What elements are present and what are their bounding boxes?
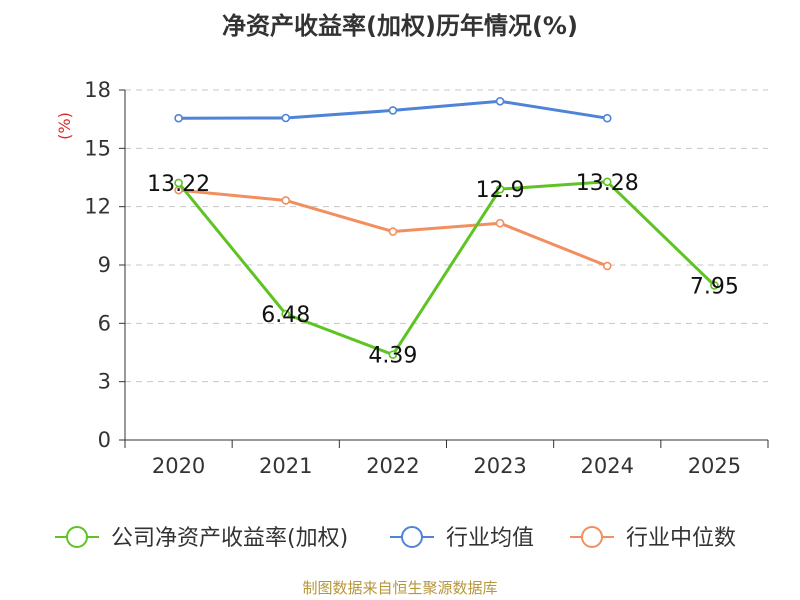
x-tick-label: 2025 [688, 454, 741, 478]
legend-item: 行业中位数 [570, 526, 736, 551]
data-point [495, 218, 505, 228]
data-point [174, 178, 183, 188]
data-point [602, 113, 612, 123]
x-tick-labels: 2020 2021 2022 2023 2024 2025 [152, 454, 741, 478]
legend-label: 行业均值 [446, 526, 534, 551]
data-label: 7.95 [690, 274, 739, 299]
legend-item: 行业均值 [390, 526, 534, 551]
data-label: 6.48 [261, 303, 310, 328]
data-point [710, 281, 719, 290]
y-tick-label: 6 [98, 311, 111, 335]
data-point [602, 177, 612, 187]
data-point [388, 106, 398, 115]
legend-item: 公司净资产收益率(加权) [55, 526, 348, 551]
data-label: 13.22 [147, 172, 210, 197]
x-tick-label: 2023 [473, 454, 526, 478]
data-label: 12.9 [476, 178, 525, 203]
y-tick-label: 12 [84, 195, 111, 219]
chart-title: 净资产收益率(加权)历年情况(%) [222, 12, 578, 40]
data-point [281, 196, 291, 205]
data-point [388, 350, 398, 359]
y-tick-label: 15 [84, 136, 111, 160]
y-tick-label: 18 [84, 78, 111, 102]
data-point [495, 184, 505, 194]
legend-marker [401, 526, 423, 548]
data-point [495, 96, 505, 106]
data-labels: 13.22 6.48 4.39 12.9 13.28 7.95 [147, 171, 739, 369]
axes [119, 89, 769, 448]
data-point [281, 309, 291, 319]
y-tick-label: 0 [98, 428, 111, 452]
series-layer [174, 96, 719, 359]
legend: 公司净资产收益率(加权) 行业均值 行业中位数 [55, 526, 736, 551]
x-tick-label: 2024 [581, 454, 634, 478]
legend-label: 行业中位数 [626, 526, 736, 551]
y-axis-label: (%) [55, 112, 74, 140]
data-label: 4.39 [368, 344, 417, 369]
data-point [281, 113, 291, 123]
data-label: 13.28 [576, 171, 639, 196]
y-tick-labels: 0 3 6 9 12 15 18 [84, 78, 111, 452]
data-point [602, 261, 612, 271]
x-tick-label: 2021 [259, 454, 312, 478]
y-tick-label: 3 [98, 370, 111, 394]
source-footer: 制图数据来自恒生聚源数据库 [302, 579, 498, 597]
series-line [177, 180, 716, 357]
legend-label: 公司净资产收益率(加权) [111, 526, 348, 551]
data-point [388, 227, 398, 236]
data-point [174, 113, 183, 123]
x-tick-label: 2020 [152, 454, 205, 478]
y-tick-label: 9 [98, 253, 111, 277]
x-tick-label: 2022 [366, 454, 419, 478]
legend-marker [581, 526, 603, 548]
gridlines [125, 89, 768, 383]
legend-marker [66, 526, 88, 548]
